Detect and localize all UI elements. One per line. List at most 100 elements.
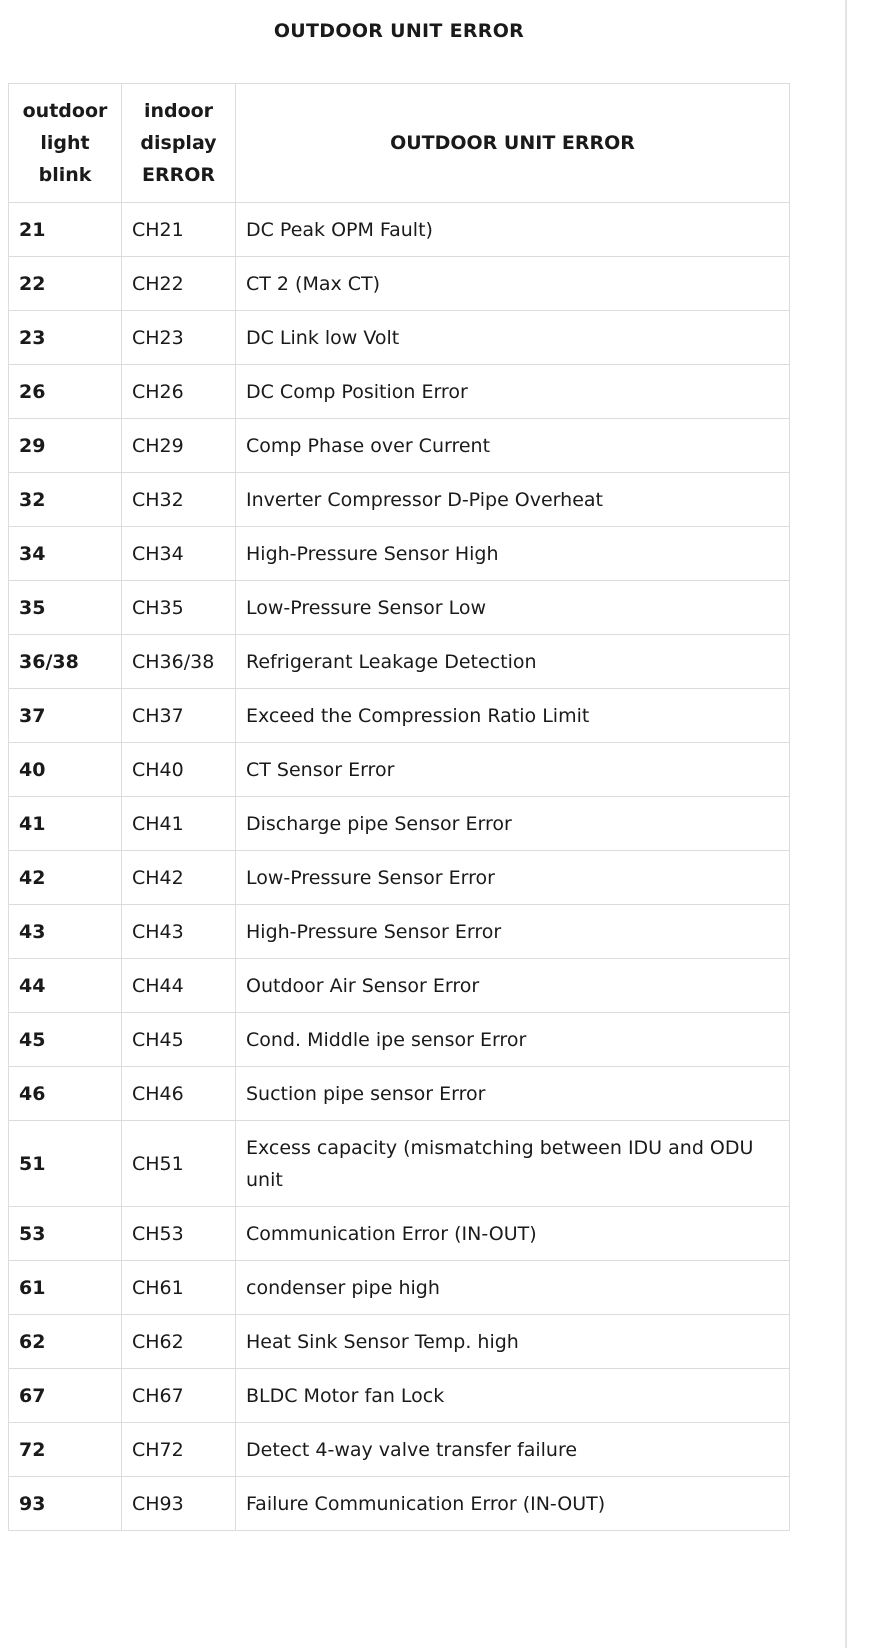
header-outdoor-unit-error: OUTDOOR UNIT ERROR xyxy=(235,83,790,203)
blink-code: 45 xyxy=(8,1012,122,1067)
header-indoor-display-error: indoor display ERROR xyxy=(121,83,236,203)
display-code: CH34 xyxy=(121,526,236,581)
table-row: 53 CH53 Communication Error (IN-OUT) xyxy=(8,1206,790,1261)
error-description: DC Comp Position Error xyxy=(235,364,790,419)
display-code: CH51 xyxy=(121,1120,236,1207)
table-row: 51 CH51 Excess capacity (mismatching betwe… xyxy=(8,1120,790,1207)
display-code: CH61 xyxy=(121,1260,236,1315)
display-code: CH41 xyxy=(121,796,236,851)
blink-code: 53 xyxy=(8,1206,122,1261)
error-description: High-Pressure Sensor High xyxy=(235,526,790,581)
blink-code: 35 xyxy=(8,580,122,635)
display-code: CH45 xyxy=(121,1012,236,1067)
table-row: 45 CH45 Cond. Middle ipe sensor Error xyxy=(8,1012,790,1067)
display-code: CH67 xyxy=(121,1368,236,1423)
blink-code: 22 xyxy=(8,256,122,311)
table-row: 72 CH72 Detect 4-way valve transfer failur… xyxy=(8,1422,790,1477)
display-code: CH53 xyxy=(121,1206,236,1261)
error-description: Low-Pressure Sensor Error xyxy=(235,850,790,905)
error-description: Discharge pipe Sensor Error xyxy=(235,796,790,851)
blink-code: 67 xyxy=(8,1368,122,1423)
display-code: CH36/38 xyxy=(121,634,236,689)
table-row: 34 CH34 High-Pressure Sensor High xyxy=(8,526,790,581)
display-code: CH29 xyxy=(121,418,236,473)
table-row: 29 CH29 Comp Phase over Current xyxy=(8,418,790,473)
error-description: High-Pressure Sensor Error xyxy=(235,904,790,959)
display-code: CH44 xyxy=(121,958,236,1013)
display-code: CH32 xyxy=(121,472,236,527)
error-description: Inverter Compressor D-Pipe Overheat xyxy=(235,472,790,527)
error-description: Detect 4-way valve transfer failure xyxy=(235,1422,790,1477)
display-code: CH37 xyxy=(121,688,236,743)
table-row: 36/38 CH36/38 Refrigerant Leakage Detectio… xyxy=(8,634,790,689)
page-edge-divider xyxy=(845,0,847,1648)
table-row: 40 CH40 CT Sensor Error xyxy=(8,742,790,797)
table-header-row: outdoor light blink indoor display ERROR… xyxy=(8,83,790,203)
table-row: 21 CH21 DC Peak OPM Fault) xyxy=(8,202,790,257)
display-code: CH22 xyxy=(121,256,236,311)
blink-code: 42 xyxy=(8,850,122,905)
table-row: 93 CH93 Failure Communication Error (IN-OU… xyxy=(8,1476,790,1531)
display-code: CH72 xyxy=(121,1422,236,1477)
blink-code: 93 xyxy=(8,1476,122,1531)
table-row: 62 CH62 Heat Sink Sensor Temp. high xyxy=(8,1314,790,1369)
blink-code: 46 xyxy=(8,1066,122,1121)
error-description: Refrigerant Leakage Detection xyxy=(235,634,790,689)
error-description: Heat Sink Sensor Temp. high xyxy=(235,1314,790,1369)
display-code: CH23 xyxy=(121,310,236,365)
page-title: OUTDOOR UNIT ERROR xyxy=(273,20,525,42)
blink-code: 72 xyxy=(8,1422,122,1477)
blink-code: 61 xyxy=(8,1260,122,1315)
blink-code: 29 xyxy=(8,418,122,473)
table-row: 35 CH35 Low-Pressure Sensor Low xyxy=(8,580,790,635)
table-row: 46 CH46 Suction pipe sensor Error xyxy=(8,1066,790,1121)
blink-code: 43 xyxy=(8,904,122,959)
blink-code: 44 xyxy=(8,958,122,1013)
table-row: 37 CH37 Exceed the Compression Ratio Limit xyxy=(8,688,790,743)
error-description: Low-Pressure Sensor Low xyxy=(235,580,790,635)
table-row: 32 CH32 Inverter Compressor D-Pipe Overhea… xyxy=(8,472,790,527)
error-description: CT 2 (Max CT) xyxy=(235,256,790,311)
error-description: Failure Communication Error (IN-OUT) xyxy=(235,1476,790,1531)
blink-code: 62 xyxy=(8,1314,122,1369)
table-row: 44 CH44 Outdoor Air Sensor Error xyxy=(8,958,790,1013)
blink-code: 26 xyxy=(8,364,122,419)
table-row: 22 CH22 CT 2 (Max CT) xyxy=(8,256,790,311)
table-row: 61 CH61 condenser pipe high xyxy=(8,1260,790,1315)
display-code: CH21 xyxy=(121,202,236,257)
error-description: Communication Error (IN-OUT) xyxy=(235,1206,790,1261)
error-description: CT Sensor Error xyxy=(235,742,790,797)
error-description: Suction pipe sensor Error xyxy=(235,1066,790,1121)
table-row: 43 CH43 High-Pressure Sensor Error xyxy=(8,904,790,959)
error-description: Excess capacity (mismatching between IDU… xyxy=(235,1120,790,1207)
table-row: 42 CH42 Low-Pressure Sensor Error xyxy=(8,850,790,905)
table-row: 41 CH41 Discharge pipe Sensor Error xyxy=(8,796,790,851)
error-description: Exceed the Compression Ratio Limit xyxy=(235,688,790,743)
error-code-table: outdoor light blink indoor display ERROR… xyxy=(8,83,790,1531)
display-code: CH62 xyxy=(121,1314,236,1369)
error-description: Cond. Middle ipe sensor Error xyxy=(235,1012,790,1067)
display-code: CH40 xyxy=(121,742,236,797)
blink-code: 41 xyxy=(8,796,122,851)
display-code: CH93 xyxy=(121,1476,236,1531)
table-row: 23 CH23 DC Link low Volt xyxy=(8,310,790,365)
table-row: 26 CH26 DC Comp Position Error xyxy=(8,364,790,419)
display-code: CH26 xyxy=(121,364,236,419)
blink-code: 34 xyxy=(8,526,122,581)
error-description: BLDC Motor fan Lock xyxy=(235,1368,790,1423)
blink-code: 37 xyxy=(8,688,122,743)
header-outdoor-light-blink: outdoor light blink xyxy=(8,83,122,203)
error-description: Comp Phase over Current xyxy=(235,418,790,473)
error-description: DC Peak OPM Fault) xyxy=(235,202,790,257)
blink-code: 23 xyxy=(8,310,122,365)
table-row: 67 CH67 BLDC Motor fan Lock xyxy=(8,1368,790,1423)
error-description: Outdoor Air Sensor Error xyxy=(235,958,790,1013)
blink-code: 32 xyxy=(8,472,122,527)
blink-code: 36/38 xyxy=(8,634,122,689)
display-code: CH43 xyxy=(121,904,236,959)
error-description: condenser pipe high xyxy=(235,1260,790,1315)
display-code: CH46 xyxy=(121,1066,236,1121)
blink-code: 21 xyxy=(8,202,122,257)
error-description: DC Link low Volt xyxy=(235,310,790,365)
display-code: CH35 xyxy=(121,580,236,635)
